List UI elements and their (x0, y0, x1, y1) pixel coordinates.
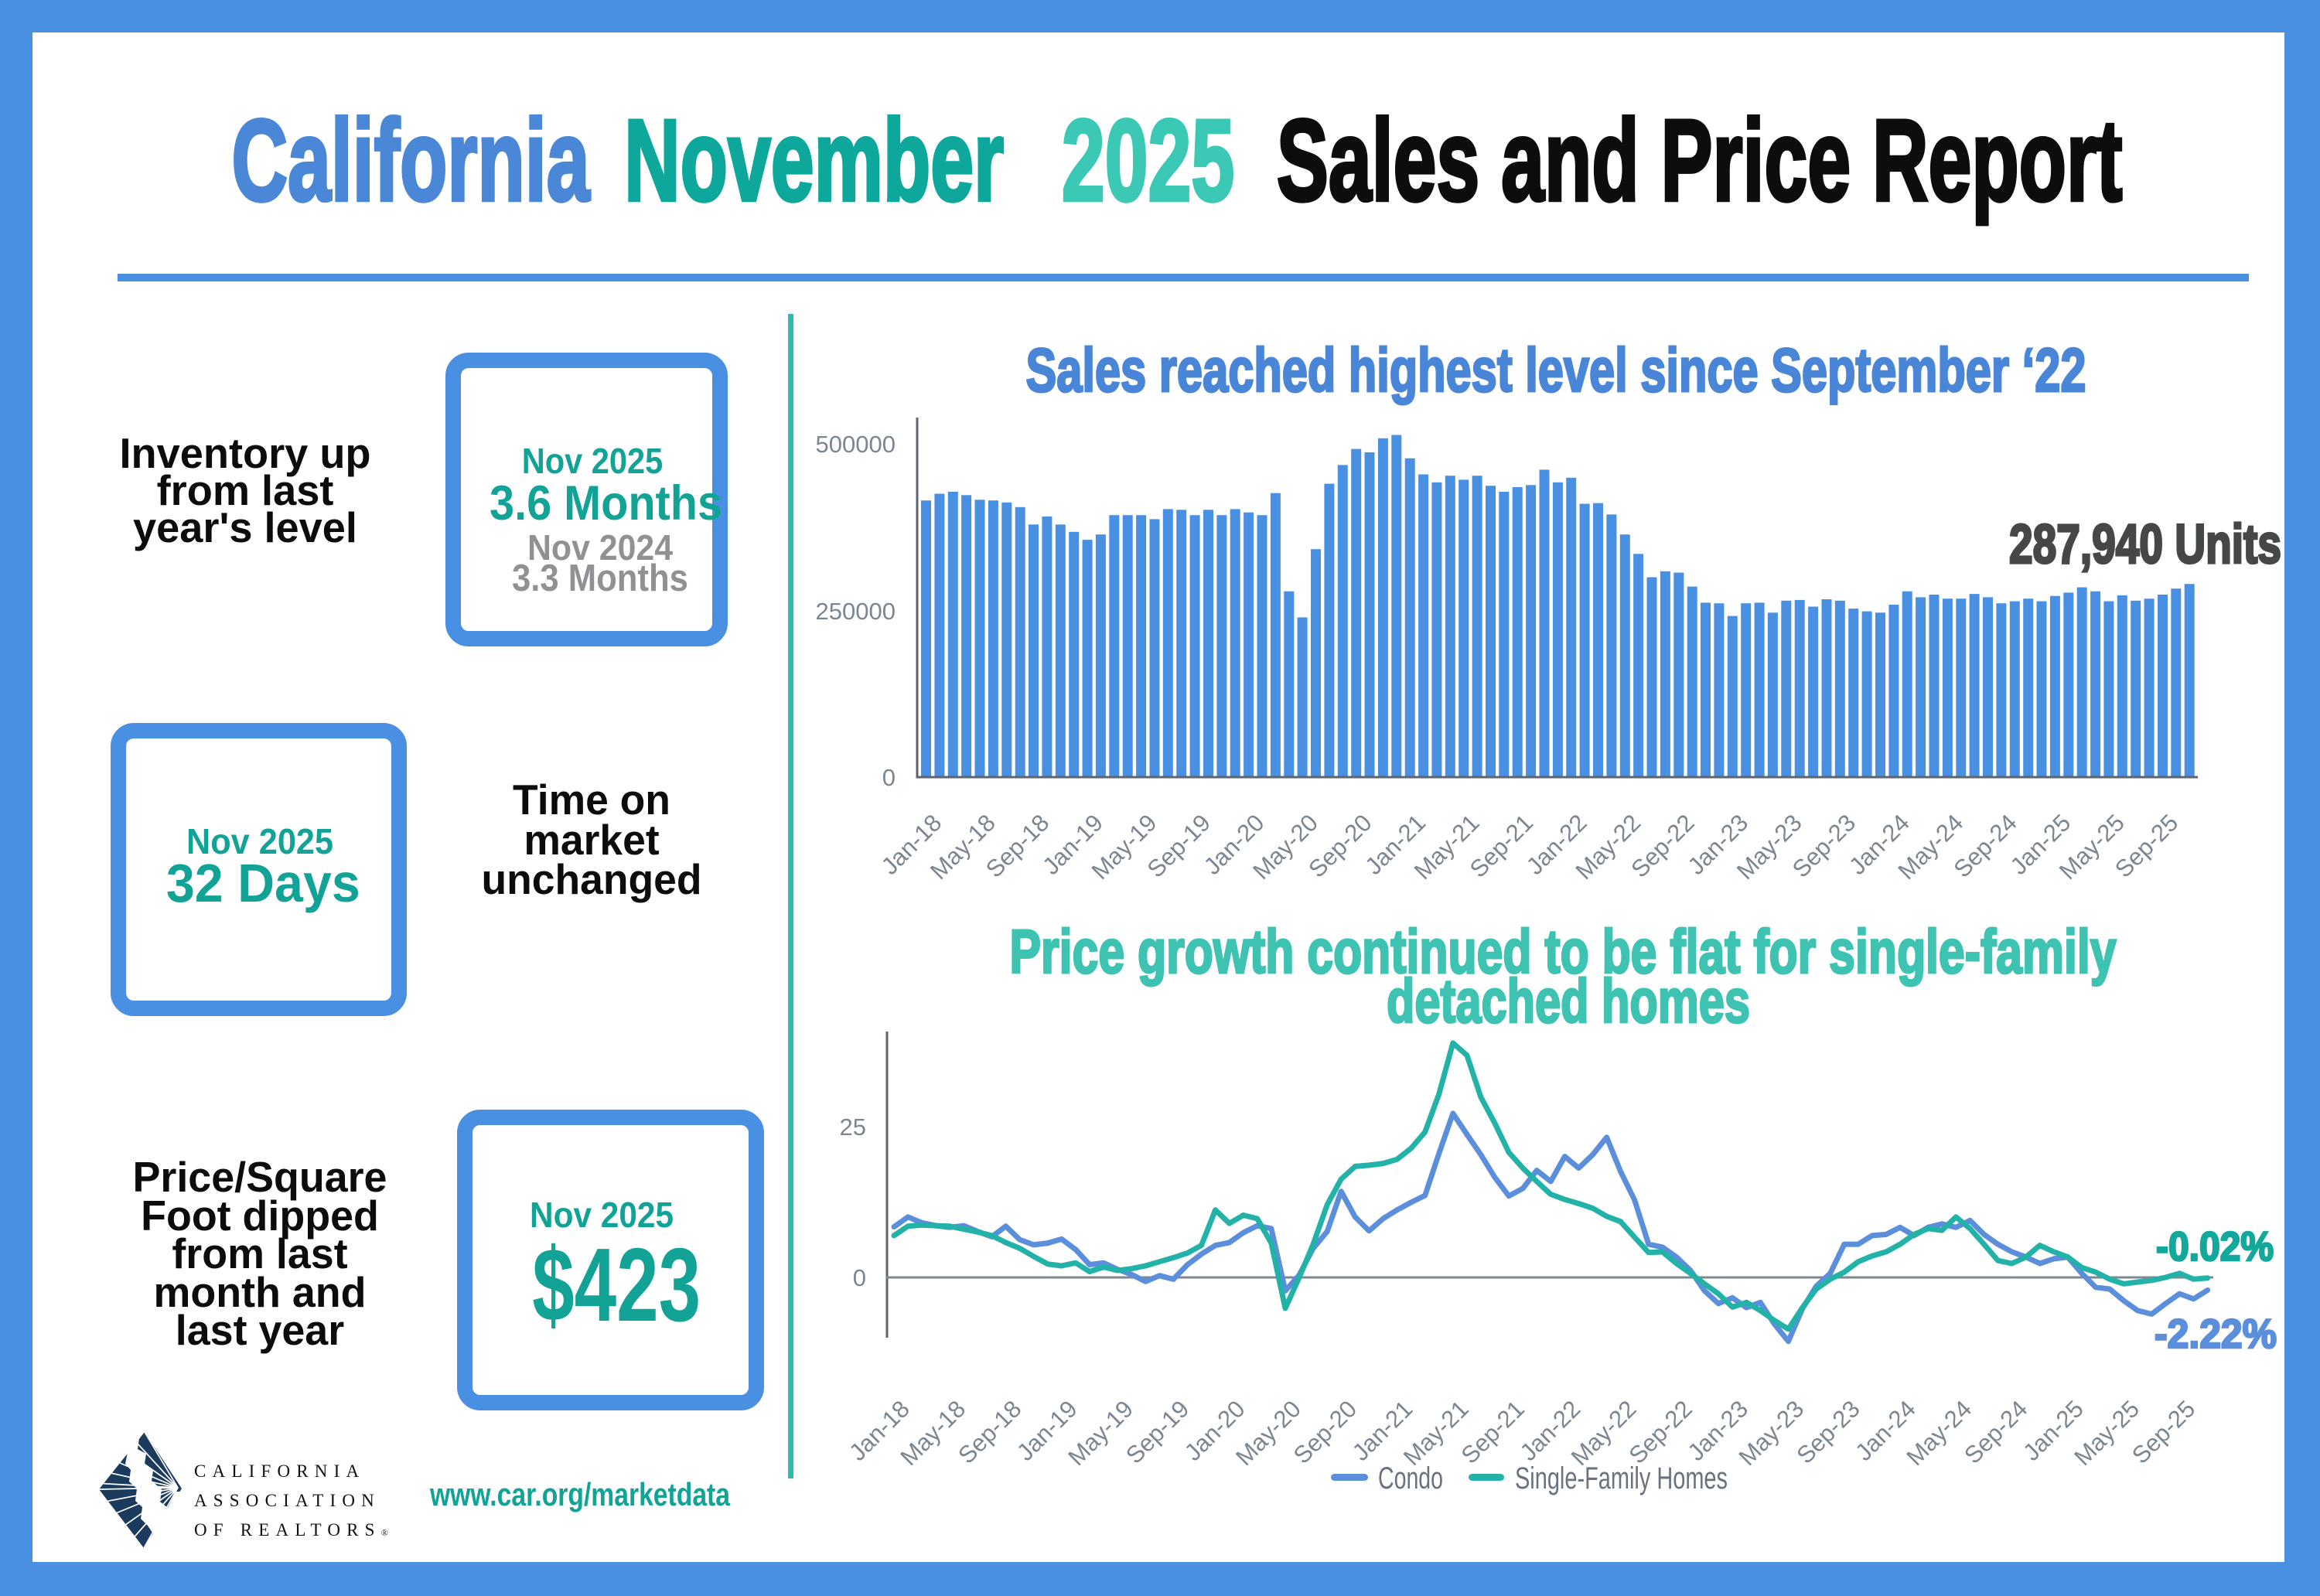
svg-text:25: 25 (840, 1113, 866, 1141)
svg-text:0: 0 (882, 764, 896, 791)
svg-text:Sep-19: Sep-19 (1121, 1395, 1194, 1468)
svg-text:Sales reached highest level si: Sales reached highest level since Septem… (1026, 336, 2086, 404)
svg-text:Price growth continued to be f: Price growth continued to be flat for si… (1010, 917, 2117, 986)
svg-text:Single-Family Homes: Single-Family Homes (1515, 1461, 1728, 1495)
svg-text:Sep-25: Sep-25 (2127, 1395, 2200, 1468)
svg-text:-0.02%: -0.02% (2156, 1224, 2274, 1270)
svg-text:detached homes: detached homes (1387, 967, 1750, 1035)
svg-text:Condo: Condo (1378, 1461, 1443, 1495)
svg-text:Sep-20: Sep-20 (1288, 1395, 1362, 1468)
svg-text:250000: 250000 (816, 598, 896, 625)
svg-text:Sep-18: Sep-18 (953, 1395, 1026, 1468)
svg-text:0: 0 (853, 1264, 866, 1291)
svg-text:-2.22%: -2.22% (2155, 1311, 2277, 1357)
svg-text:Sep-23: Sep-23 (1791, 1395, 1865, 1468)
svg-text:500000: 500000 (816, 431, 896, 458)
svg-text:Sep-22: Sep-22 (1623, 1395, 1697, 1468)
svg-text:287,940 Units: 287,940 Units (2009, 514, 2281, 575)
svg-text:Sep-24: Sep-24 (1959, 1395, 2032, 1468)
svg-text:Sep-21: Sep-21 (1456, 1395, 1530, 1468)
